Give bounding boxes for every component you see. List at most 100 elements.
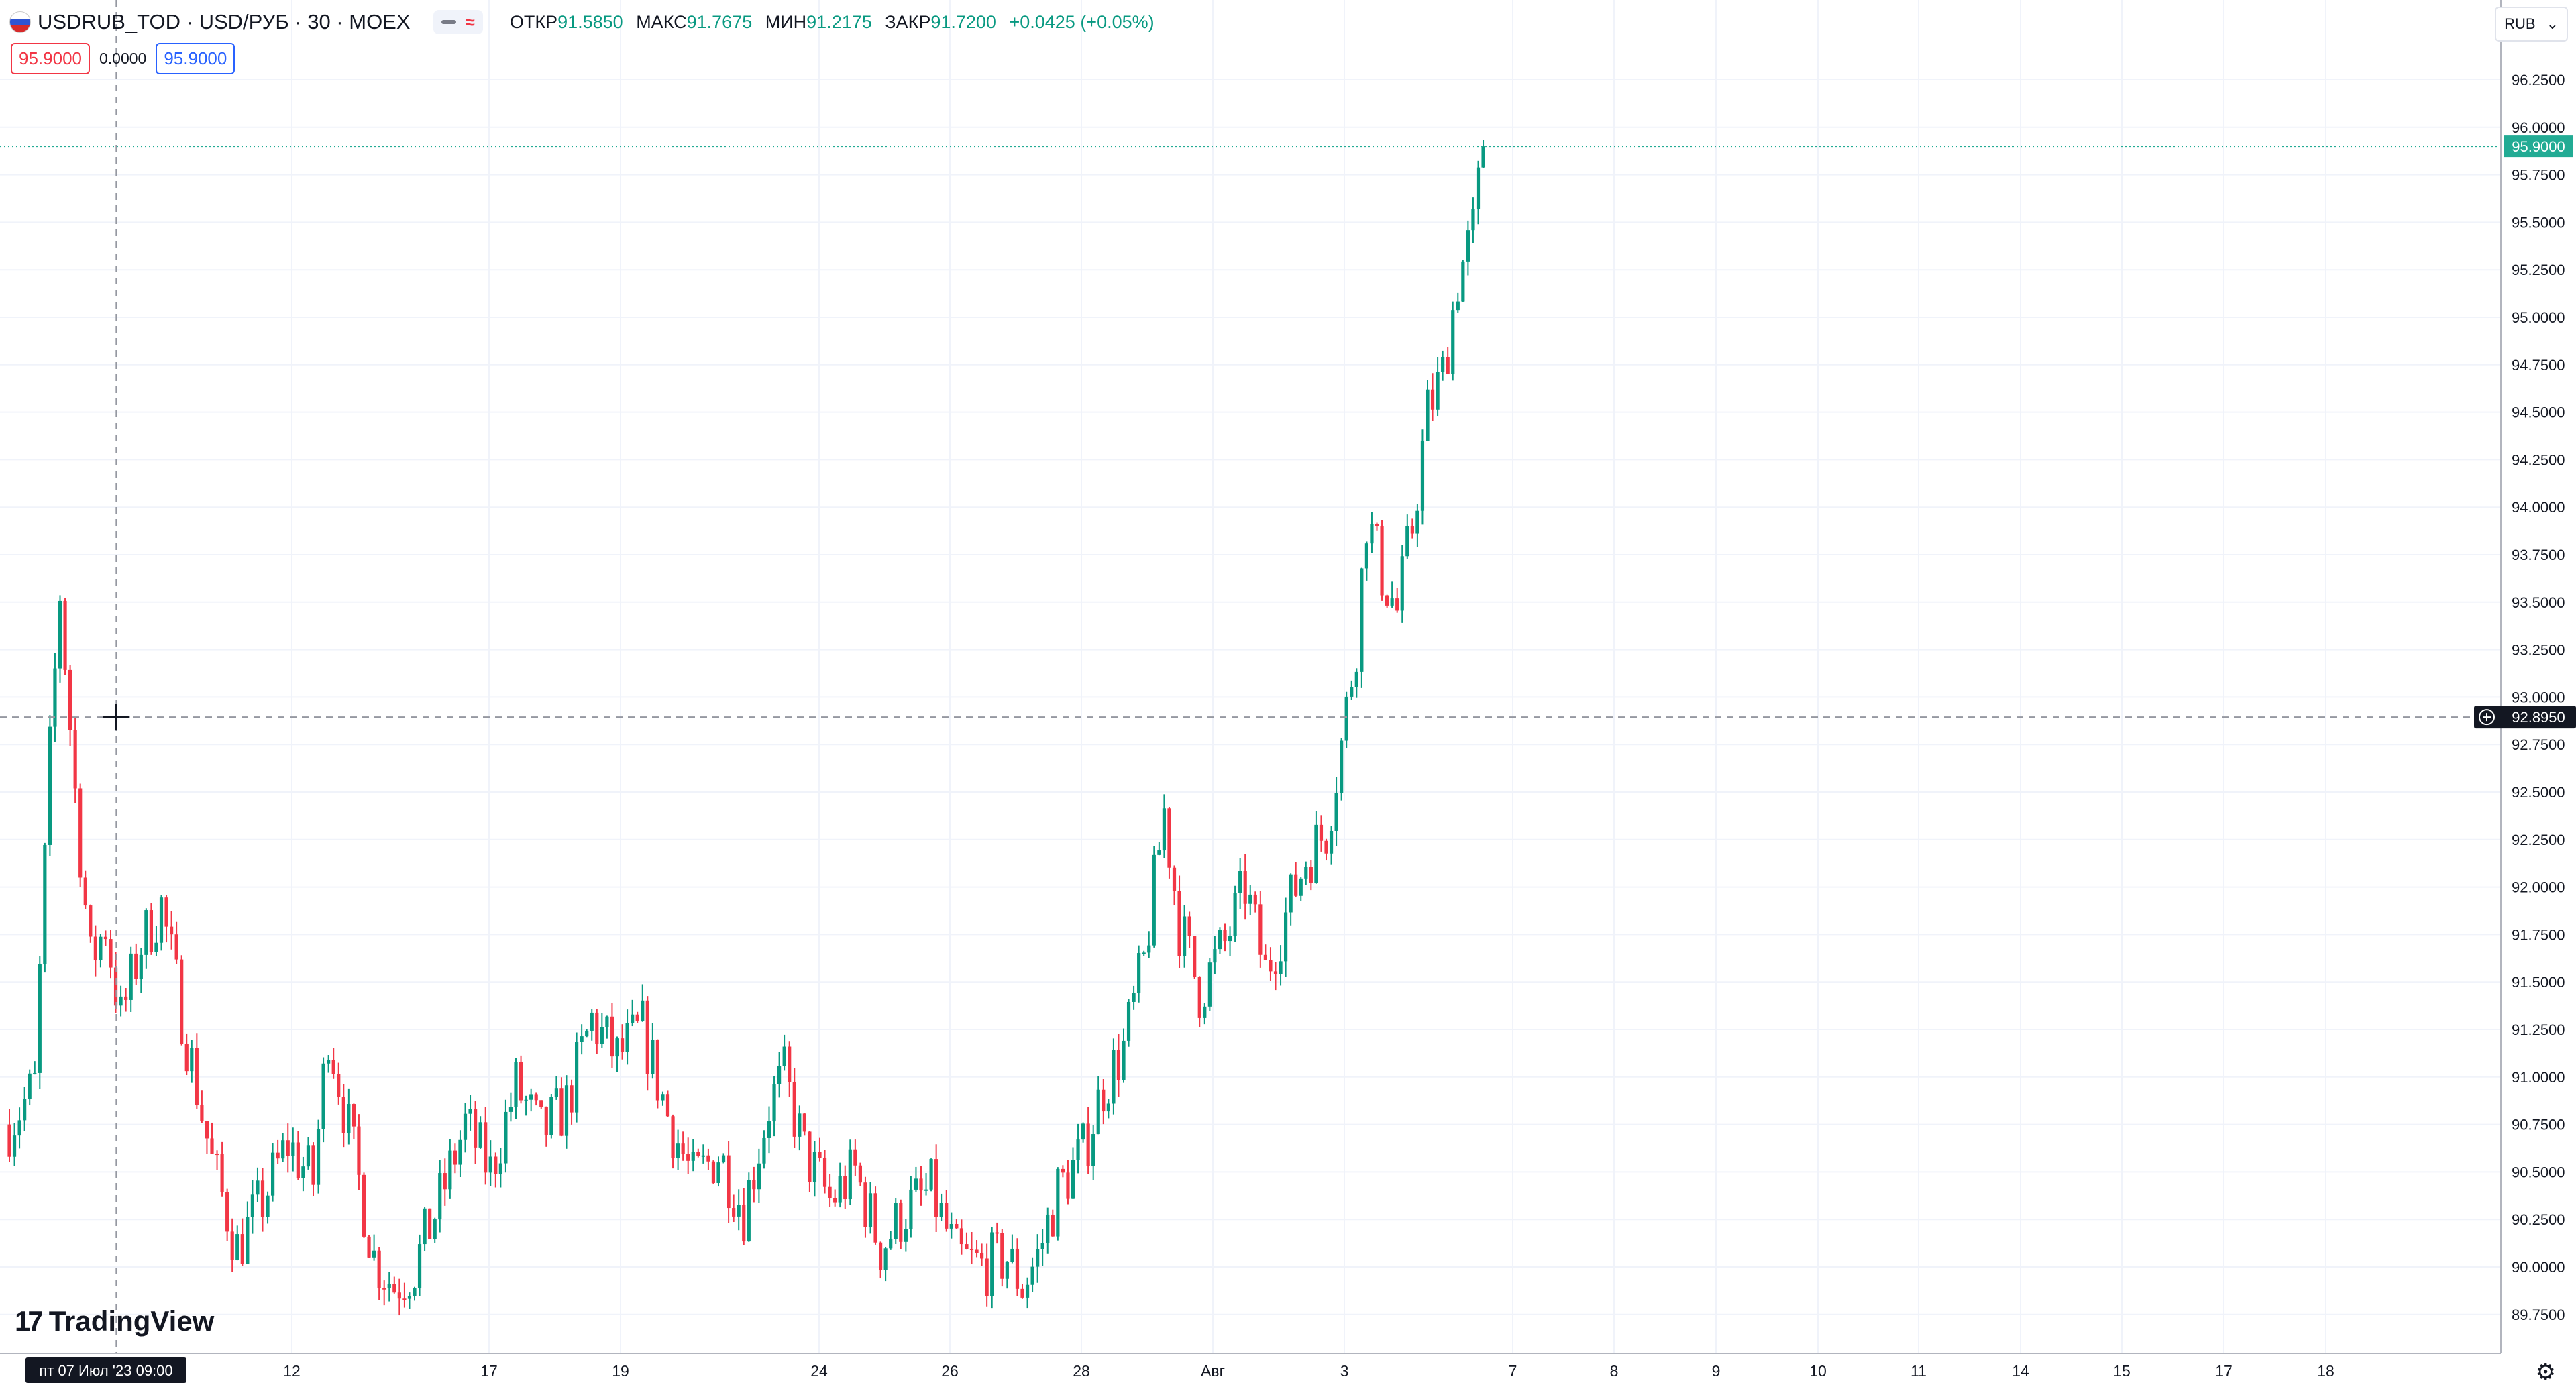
candle-body <box>1218 930 1222 950</box>
buy-price-button[interactable]: 95.9000 <box>156 43 235 74</box>
candle-body <box>83 877 87 906</box>
candle-body <box>164 897 168 927</box>
candle-body <box>1243 871 1247 904</box>
candle-body <box>327 1060 331 1064</box>
candle-body <box>1071 1160 1075 1199</box>
candle-body <box>858 1165 862 1183</box>
candle-body <box>1289 874 1293 913</box>
candle-body <box>914 1178 918 1190</box>
candle-body <box>1304 867 1308 879</box>
candle-body <box>822 1158 827 1187</box>
candle-body <box>453 1150 457 1165</box>
candle-body <box>347 1104 351 1133</box>
candle-body <box>377 1250 381 1288</box>
ohlc-open-label: ОТКР <box>509 11 558 32</box>
candle-body <box>1258 904 1263 955</box>
candle-body <box>1415 510 1419 534</box>
y-tick-label: 93.5000 <box>2512 594 2565 611</box>
candle-body <box>1076 1139 1080 1160</box>
candle-body <box>1360 568 1364 672</box>
symbol-title[interactable]: USDRUB_TOD · USD/РУБ · 30 · MOEX <box>38 10 411 34</box>
candle-body <box>478 1122 482 1148</box>
candle-body <box>681 1143 685 1154</box>
candle-body <box>443 1173 447 1190</box>
candle-body <box>1395 598 1399 611</box>
candle-body <box>1263 954 1267 960</box>
y-tick-label: 91.5000 <box>2512 974 2565 991</box>
candle-body <box>33 1072 37 1074</box>
candle-body <box>134 953 138 979</box>
candle-body <box>990 1232 994 1296</box>
candle-body <box>463 1113 468 1140</box>
candle-body <box>397 1292 401 1299</box>
last-price-tag <box>2504 135 2573 158</box>
candle-body <box>909 1189 913 1229</box>
candle-body <box>792 1082 796 1137</box>
candle-body <box>78 788 83 878</box>
candle-body <box>1329 830 1334 854</box>
candle-body <box>969 1249 974 1251</box>
candle-body <box>1030 1266 1034 1285</box>
candle-body <box>863 1182 867 1227</box>
ohlc-low-value: 91.2175 <box>806 11 872 32</box>
candle-body <box>1350 687 1354 697</box>
currency-select[interactable]: RUB ⌄ <box>2495 7 2568 42</box>
candle-body <box>965 1244 969 1249</box>
candle-body <box>610 1016 614 1057</box>
candle-body <box>1091 1134 1095 1166</box>
candle-body <box>1238 871 1242 893</box>
candle-body <box>1142 952 1146 954</box>
x-tick-label: 12 <box>283 1362 301 1380</box>
candle-body <box>1354 671 1358 687</box>
candle-body <box>575 1042 579 1113</box>
candle-body <box>1299 878 1303 896</box>
candle-body <box>1187 916 1191 936</box>
candle-body <box>1370 524 1374 544</box>
x-tick-label: 7 <box>1509 1362 1517 1380</box>
candle-body <box>488 1156 492 1173</box>
sell-price-button[interactable]: 95.9000 <box>11 43 90 74</box>
candle-body <box>732 1208 736 1217</box>
candles-layer <box>7 140 1485 1316</box>
y-tick-label: 94.5000 <box>2512 404 2565 421</box>
candle-body <box>17 1120 21 1136</box>
candle-body <box>1172 867 1177 891</box>
tradingview-logo[interactable]: 17 TradingView <box>15 1305 214 1337</box>
chart-grid <box>0 0 2501 1353</box>
y-tick-label: 95.2500 <box>2512 262 2565 278</box>
candle-body <box>580 1036 584 1042</box>
x-tick-label: 10 <box>1809 1362 1827 1380</box>
y-tick-label: 95.0000 <box>2512 309 2565 326</box>
y-tick-label: 92.0000 <box>2512 879 2565 896</box>
gear-icon[interactable]: ⚙ <box>2535 1359 2556 1385</box>
x-tick-label: 8 <box>1610 1362 1619 1380</box>
candle-body <box>93 936 97 961</box>
candle-body <box>959 1228 963 1245</box>
candle-body <box>1471 209 1475 231</box>
time-axis-bg <box>0 1353 2576 1395</box>
candle-body <box>1400 556 1404 611</box>
y-tick-label: 94.2500 <box>2512 451 2565 468</box>
candle-body <box>1015 1248 1020 1289</box>
candle-body <box>879 1242 883 1270</box>
candle-body <box>934 1159 938 1217</box>
candle-body <box>559 1088 564 1136</box>
candle-body <box>240 1234 244 1264</box>
candle-body <box>99 936 103 961</box>
minus-icon <box>441 20 456 24</box>
candle-body <box>1314 824 1318 883</box>
x-tick-label: 9 <box>1712 1362 1721 1380</box>
candle-body <box>1132 993 1136 1002</box>
candle-body <box>742 1205 746 1242</box>
candle-body <box>149 910 153 952</box>
candle-body <box>246 1217 250 1264</box>
x-tick-label: 15 <box>2113 1362 2131 1380</box>
indicator-toggle[interactable]: ≈ <box>433 10 483 34</box>
price-axis-bg <box>2501 0 2576 1395</box>
candle-body <box>1476 167 1481 209</box>
candle-body <box>129 953 133 1000</box>
crosshair-price-label: 92.8950 <box>2512 709 2565 726</box>
candle-body <box>1324 840 1328 854</box>
candle-body <box>417 1244 422 1288</box>
